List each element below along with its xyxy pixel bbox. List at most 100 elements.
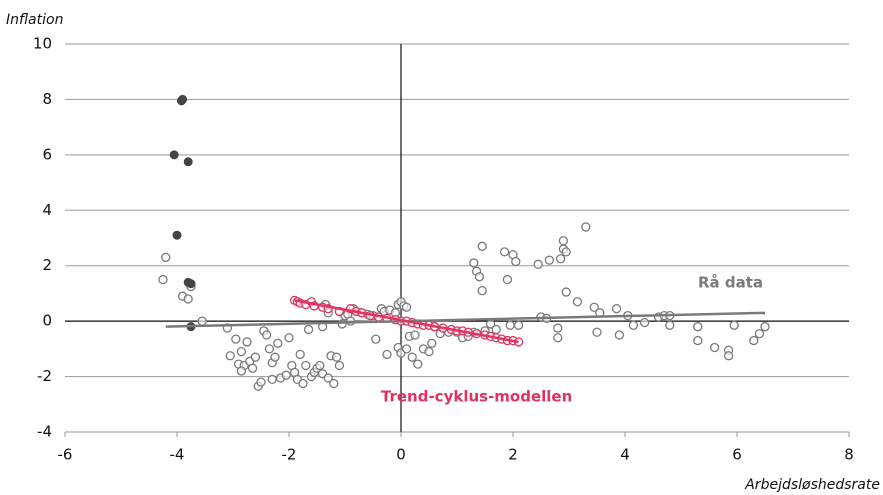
y-tick-label: 2 [42,256,52,274]
x-tick-label: -2 [282,446,297,464]
point [729,320,739,330]
point [158,274,168,285]
point [323,373,333,383]
point [477,241,487,251]
x-tick-label: -4 [170,446,185,464]
trend-label: Rå data [698,273,763,291]
point [723,351,734,361]
point [589,302,599,312]
point [298,378,308,389]
trend-label: Trend-cyklus-modellen [381,387,572,405]
point [169,150,179,160]
point [183,157,193,167]
point [236,346,247,357]
point [544,255,555,265]
point [407,352,417,362]
point [760,322,770,332]
point [614,330,625,340]
point [161,252,171,263]
point [628,320,639,330]
point [754,328,765,339]
point [491,324,501,335]
point [315,360,325,371]
point [295,349,305,360]
point [505,320,515,330]
point [197,316,207,326]
point [553,323,563,333]
point [250,352,261,362]
point [172,230,182,240]
point [427,338,437,348]
point [183,294,193,304]
x-tick-label: 8 [844,446,854,464]
y-tick-label: 6 [42,145,52,163]
point [513,320,524,330]
y-tick-label: 0 [42,312,52,330]
x-tick-label: 0 [396,446,406,464]
point [176,96,186,106]
point [665,320,675,330]
point [401,302,412,312]
point [331,352,342,362]
point [242,337,252,347]
x-tick-label: 6 [732,446,742,464]
y-axis-label: Inflation [6,12,63,28]
point [247,363,258,373]
x-tick-label: -6 [58,446,73,464]
point [371,334,381,344]
point [693,322,703,332]
point [553,333,563,343]
point [561,247,571,257]
point [303,324,314,335]
point [267,374,277,384]
point [401,344,412,354]
point [693,335,703,346]
point [225,351,235,361]
point [382,349,392,360]
point [561,287,571,297]
y-tick-label: -4 [37,423,52,441]
point [424,346,434,357]
point [256,377,266,387]
point [231,334,241,344]
point [639,317,650,328]
point [511,256,521,267]
point [410,330,420,340]
point [334,360,345,371]
point [533,259,543,269]
x-tick-label: 2 [508,446,518,464]
point [270,352,280,362]
point [581,222,591,232]
point [264,344,275,354]
point [477,286,487,296]
point [273,338,283,348]
point [474,272,485,282]
point [469,258,479,268]
point [236,366,247,376]
point [281,370,291,380]
trend-line [165,311,766,328]
point [186,279,196,289]
point [261,330,272,340]
x-axis-label: Arbejdsløshedsrate [744,477,880,493]
y-tick-label: 4 [42,201,52,219]
point [592,327,602,337]
point [558,236,569,246]
point [555,254,566,264]
point [499,247,510,257]
x-tick-label: 4 [620,446,630,464]
point [284,333,294,343]
point [502,274,513,285]
point [709,342,720,353]
y-tick-label: -2 [37,367,52,385]
y-tick-label: 8 [42,90,52,108]
point [301,360,311,371]
trend-line [294,299,519,344]
point [413,359,423,369]
y-tick-label: 10 [33,35,52,53]
point [329,378,339,389]
point [572,297,583,307]
point [749,335,759,346]
point [611,304,622,314]
